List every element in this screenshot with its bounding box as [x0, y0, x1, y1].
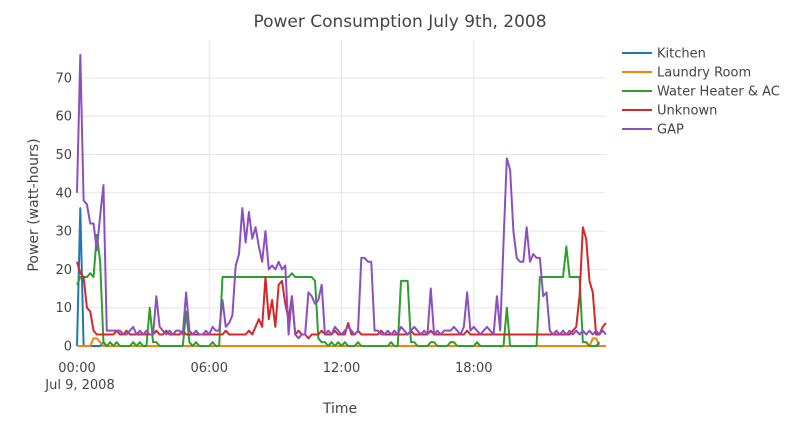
y-tick-label: 40 — [55, 186, 72, 201]
y-tick-label: 10 — [55, 301, 72, 316]
series-lines — [76, 53, 607, 347]
legend-label: Water Heater & AC — [657, 85, 780, 100]
chart-title: Power Consumption July 9th, 2008 — [253, 12, 546, 32]
y-tick-label: 60 — [55, 110, 72, 125]
legend-label: Kitchen — [657, 47, 706, 62]
legend-label: Laundry Room — [657, 66, 751, 81]
y-tick-label: 0 — [64, 340, 72, 355]
x-tick-label: 00:00 — [58, 361, 95, 376]
series-line-gap — [76, 53, 607, 340]
legend: Kitchen Laundry Room Water Heater & AC Unkn… — [622, 47, 780, 138]
x-axis-ticks: 00:00 06:00 12:00 18:00 — [58, 361, 492, 376]
y-axis-title: Power (watt-hours) — [26, 138, 42, 271]
legend-label: Unknown — [657, 104, 717, 119]
legend-label: GAP — [657, 123, 684, 138]
x-tick-label: 06:00 — [191, 361, 228, 376]
y-axis-ticks: 0 10 20 30 40 50 60 70 — [55, 71, 72, 354]
x-axis-title: Time — [322, 401, 357, 417]
series-line-water-heater-ac — [76, 233, 601, 347]
x-tick-label: 18:00 — [455, 361, 492, 376]
y-tick-label: 30 — [55, 225, 72, 240]
y-tick-label: 70 — [55, 71, 72, 86]
y-tick-label: 50 — [55, 148, 72, 163]
x-date-label: Jul 9, 2008 — [44, 378, 114, 393]
x-tick-label: 12:00 — [323, 361, 360, 376]
y-tick-label: 20 — [55, 263, 72, 278]
